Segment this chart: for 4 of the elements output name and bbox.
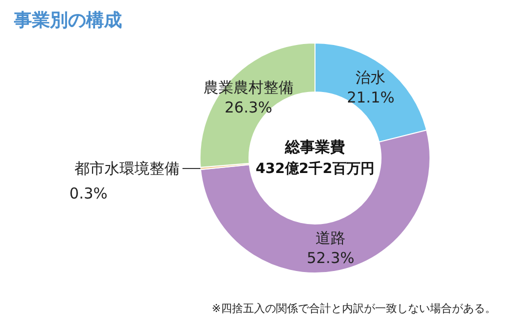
annotation: 総事業費 xyxy=(285,138,345,156)
annotation: 432億2千2百万円 xyxy=(256,161,374,177)
title: 事業別の構成 xyxy=(14,10,122,31)
annotation: ※四捨五入の関係で合計と内訳が一致しない場合がある。 xyxy=(212,302,496,315)
